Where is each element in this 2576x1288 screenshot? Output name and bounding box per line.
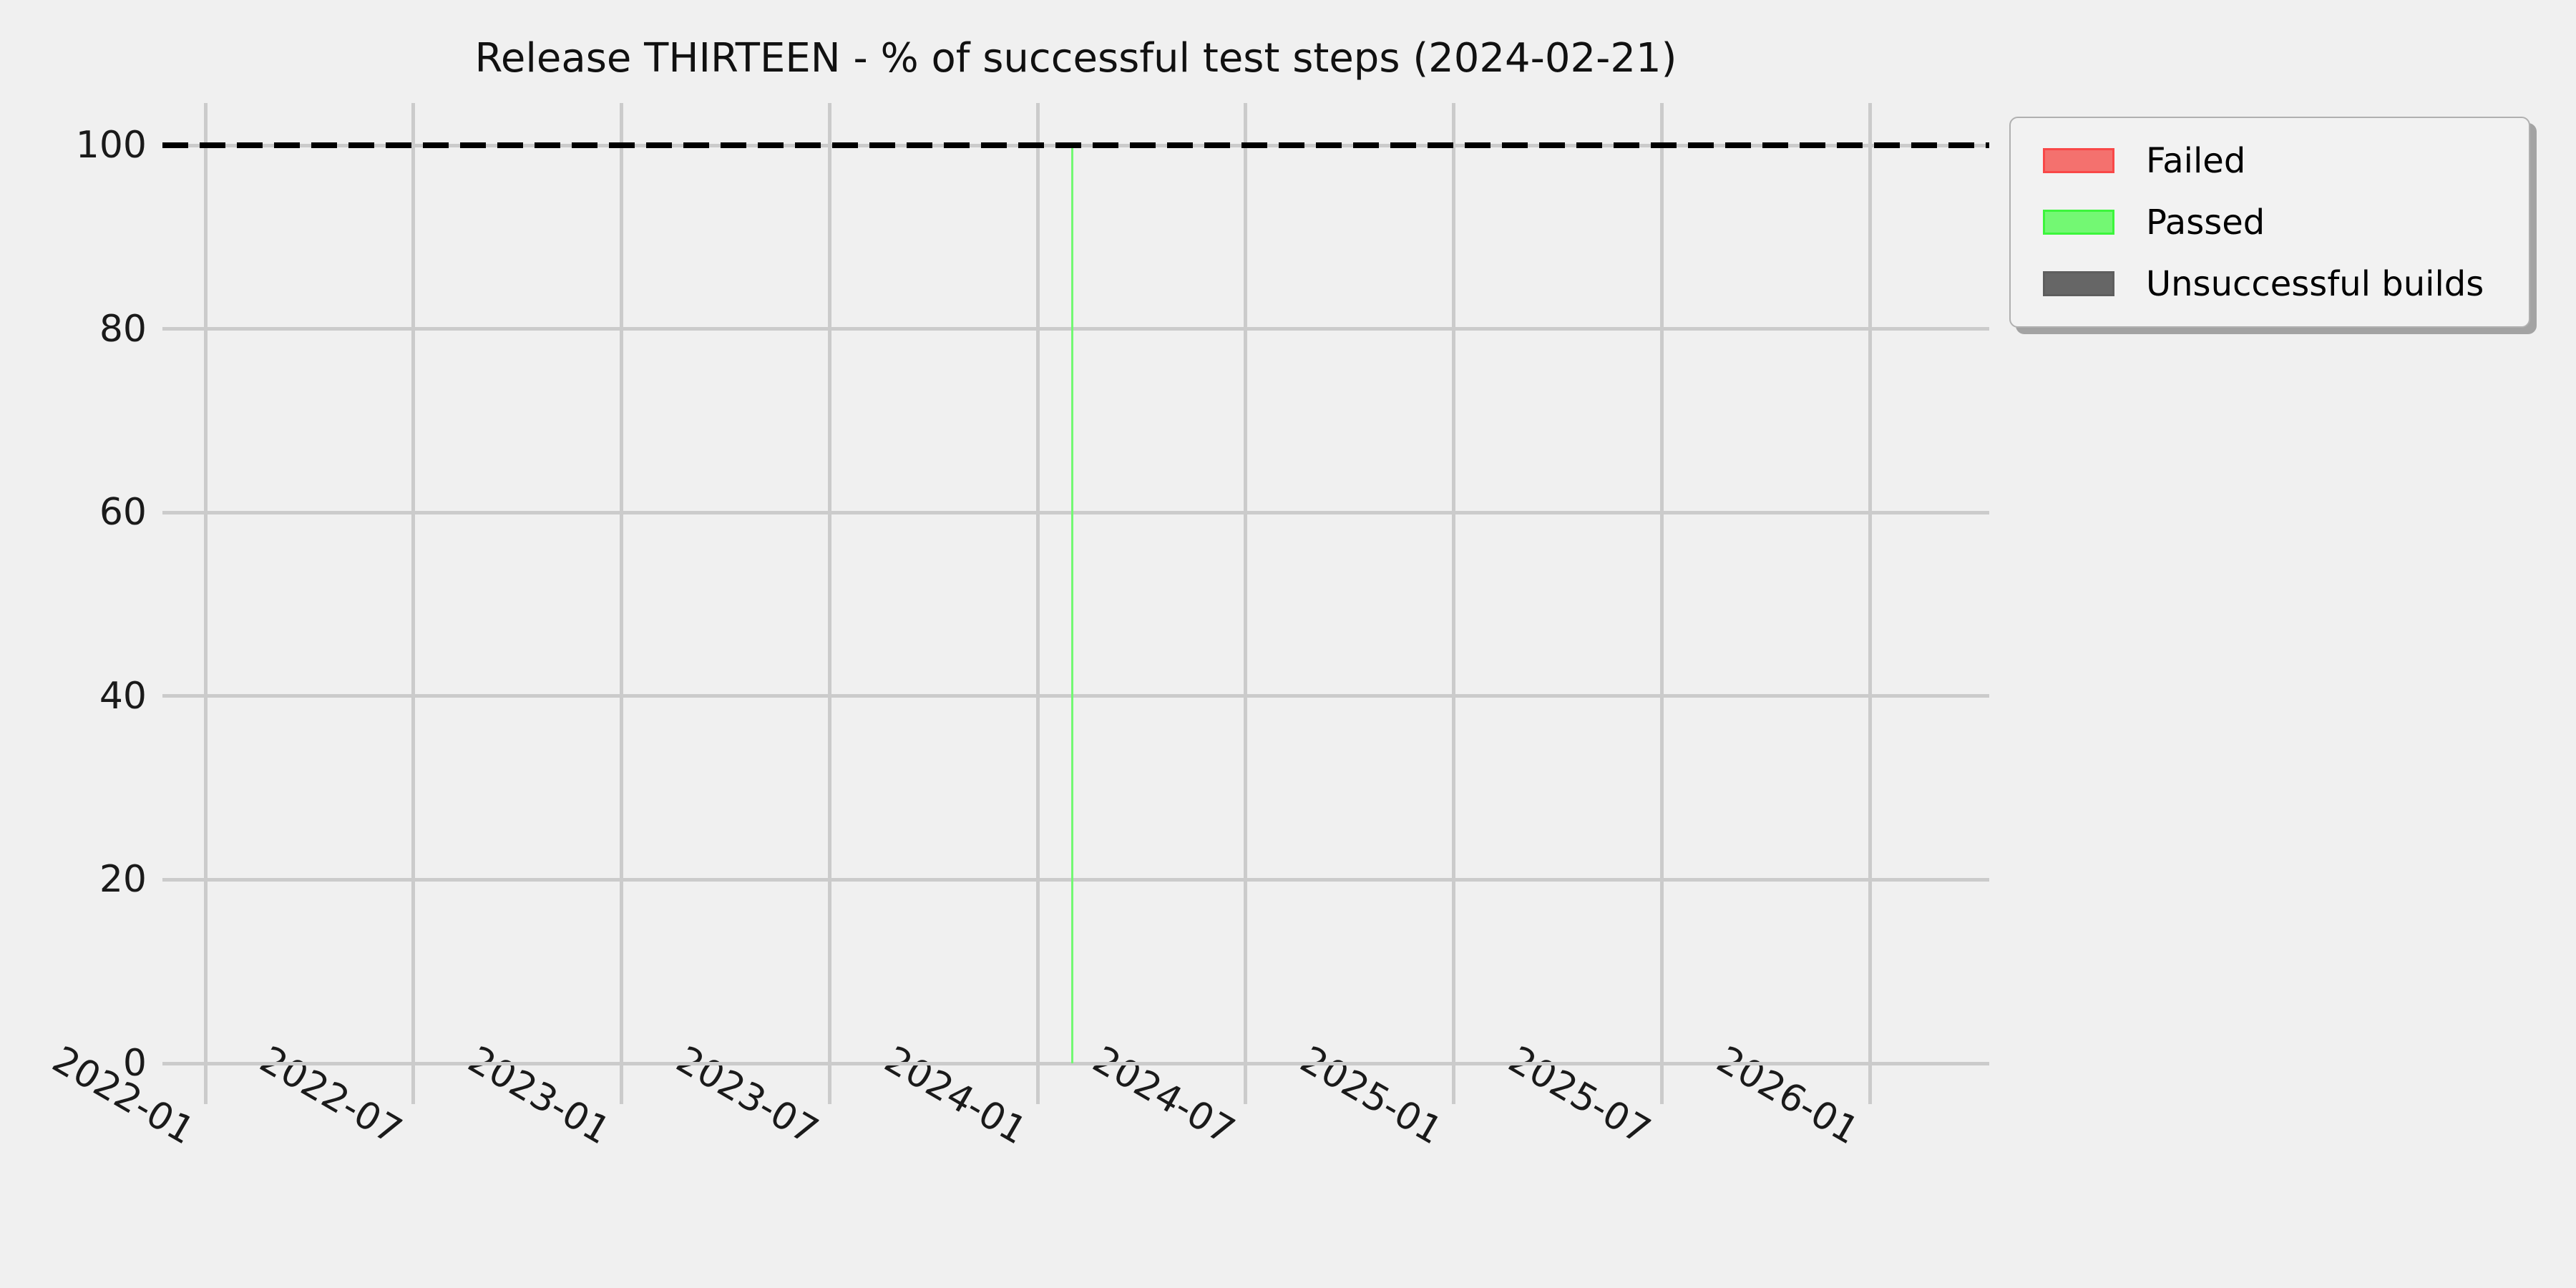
legend-swatch-unsuccessful-builds: [2043, 271, 2114, 296]
legend-label-passed: Passed: [2146, 202, 2265, 243]
bar-passed: [1071, 145, 1073, 1063]
x-gridline: [1868, 103, 1872, 1104]
x-gridline: [1659, 103, 1664, 1104]
y-tick-label: 20: [99, 858, 147, 902]
x-tick-text: 2023-07: [669, 1038, 826, 1153]
x-tick-text: 2025-01: [1293, 1038, 1450, 1153]
reference-line-100: [162, 142, 1989, 148]
x-gridline: [1452, 103, 1456, 1104]
y-gridline: [162, 694, 1989, 698]
x-gridline: [827, 103, 831, 1104]
x-gridline: [1035, 103, 1040, 1104]
x-tick-text: 2025-07: [1501, 1038, 1658, 1153]
x-gridline: [411, 103, 416, 1104]
legend-item-unsuccessful-builds: Unsuccessful builds: [2043, 267, 2529, 301]
x-tick-text: 2022-07: [253, 1038, 409, 1153]
y-tick-label: 40: [99, 674, 147, 718]
y-gridline: [162, 877, 1989, 882]
x-tick-text: 2023-01: [461, 1038, 618, 1153]
y-tick-label: 0: [122, 1042, 147, 1085]
legend-label-failed: Failed: [2146, 140, 2246, 181]
legend-item-failed: Failed: [2043, 144, 2529, 178]
y-tick-label: 60: [99, 491, 147, 535]
chart-title: Release THIRTEEN - % of successful test …: [474, 35, 1677, 82]
legend: Failed Passed Unsuccessful builds: [2009, 117, 2530, 328]
legend-item-passed: Passed: [2043, 205, 2529, 240]
y-gridline: [162, 1061, 1989, 1065]
x-gridline: [1244, 103, 1248, 1104]
x-tick-text: 2026-01: [1709, 1038, 1866, 1153]
y-gridline: [162, 510, 1989, 514]
y-gridline: [162, 327, 1989, 331]
x-gridline: [203, 103, 208, 1104]
legend-swatch-failed: [2043, 148, 2114, 173]
legend-swatch-passed: [2043, 210, 2114, 235]
y-tick-label: 100: [75, 124, 147, 167]
x-gridline: [620, 103, 624, 1104]
x-tick-text: 2024-01: [877, 1038, 1034, 1153]
y-tick-label: 80: [99, 307, 147, 351]
x-tick-text: 2024-07: [1085, 1038, 1241, 1153]
legend-label-unsuccessful-builds: Unsuccessful builds: [2146, 263, 2484, 304]
